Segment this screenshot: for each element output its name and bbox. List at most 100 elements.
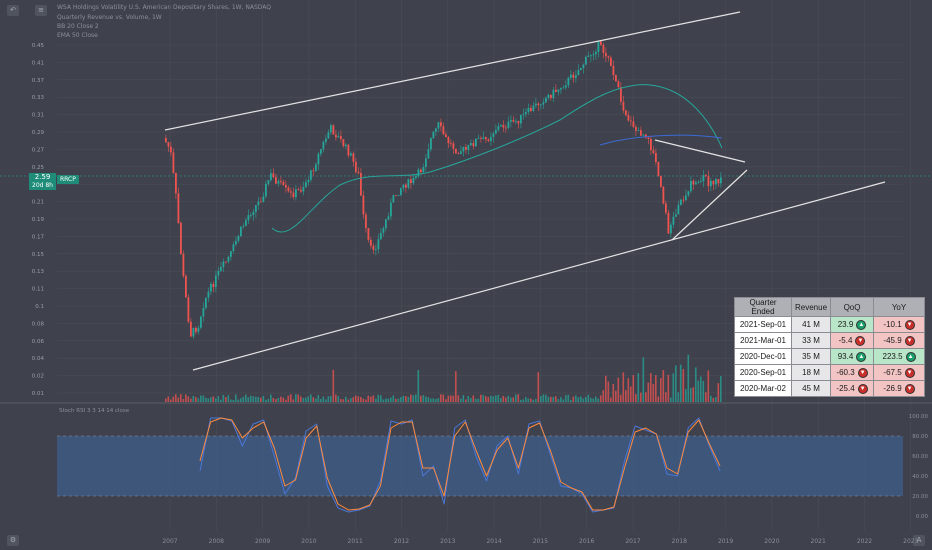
quarter-cell-value: 2020-Mar-02 [740,384,786,393]
candle-body [207,291,210,298]
candle-body [295,189,297,198]
candle-body [617,81,620,88]
candle-body [165,138,167,143]
candle-body [350,153,352,156]
candle-body [370,239,372,246]
candle-body [492,133,495,138]
volume-bar [437,398,440,402]
volume-bar [410,394,412,402]
volume-bar [480,394,482,402]
undo-icon[interactable]: ↶ [7,5,19,16]
settings-icon[interactable]: ⚙ [7,535,19,546]
triangle-upper-line [654,139,746,163]
volume-bar [277,398,280,402]
volume-bar [567,394,570,402]
stoch-tick-label: 40.00 [912,474,928,480]
volume-bar [582,398,585,402]
upper-channel-line [164,11,741,131]
yoy-cell: -45.9 ▼ [873,332,926,349]
revenue-cell-value: 35 M [802,352,820,361]
chart-header: WSA Holdings Volatility U.S. American De… [57,4,271,11]
candle-body [382,228,385,233]
volume-bar [297,394,300,402]
yoy-cell-value: 223.5 [882,351,903,361]
volume-bar [712,397,715,402]
candle-body [392,195,395,203]
volume-bar [647,382,650,402]
volume-bar [457,395,460,402]
candle-body [615,75,617,82]
volume-bar [250,395,252,402]
volume-bar [430,398,432,402]
volume-bar [625,390,627,402]
volume-bar [440,394,442,402]
candle-body [680,199,682,205]
quarter-cell-value: 2021-Mar-01 [740,336,786,345]
price-tick-label: 0.33 [32,95,45,101]
volume-bar [487,396,490,402]
candle-body [417,169,420,177]
candle-body [485,137,487,140]
volume-bar [167,396,170,402]
volume-bar [397,398,400,402]
volume-bar [417,370,420,402]
trendlines[interactable] [164,11,886,371]
volume-bar [547,396,550,402]
col-quarter: Quarter Ended [734,297,792,317]
candle-body [657,161,660,177]
volume-bar [467,395,470,402]
volume-bar [197,398,200,402]
volume-bar [645,392,647,402]
moving-averages [271,84,723,233]
candle-body [342,139,345,147]
candle-body [497,126,500,131]
volume-bar [615,390,617,402]
lower-channel-line [192,181,886,371]
volume-bar [435,398,437,402]
volume-bar [292,399,295,402]
candle-body [670,224,672,234]
auto-scale-icon[interactable]: A [913,535,925,546]
volume-bar [390,397,392,402]
price-tick-label: 0.02 [32,374,44,380]
candle-body [450,143,452,145]
candle-body [375,249,377,250]
menu-icon[interactable]: ≡ [35,5,47,16]
candle-body [585,56,587,65]
volume-bar [705,392,707,402]
volume-bar [600,395,602,402]
time-tick-label: 2012 [394,538,409,545]
volume-bar [590,397,592,402]
volume-bar [465,399,467,402]
arrow-down-icon: ▼ [857,367,868,378]
candle-body [237,236,240,241]
candle-body [325,138,327,142]
table-row: 2020-Mar-02 45 M -25.4 ▼ -26.9 ▼ [734,380,926,397]
time-tick-label: 2014 [486,538,501,545]
stoch-d-line [199,417,721,511]
volume-bar [695,367,697,402]
candle-body [230,251,232,257]
stoch-tick-label: 60.00 [912,454,928,460]
candle-body [512,119,515,122]
candle-body [717,179,720,184]
stoch-tick-label: 100.00 [909,414,929,420]
candle-body [510,119,512,122]
candle-body [507,121,510,129]
volume-bar [300,396,302,402]
volume-bar [387,398,390,402]
candle-body [405,184,407,188]
quarter-cell: 2021-Mar-01 [734,332,792,349]
volume-bar [282,397,285,402]
volume-bar [252,396,255,402]
price-tick-label: 0.27 [32,147,45,153]
price-tick-label: 0.31 [32,113,44,119]
volume-bar [222,394,225,402]
volume-bar [287,395,290,402]
volume-bar [540,395,542,402]
volume-bar [305,397,307,402]
candle-body [480,138,482,139]
candle-body [197,327,200,332]
candle-body [285,184,287,188]
